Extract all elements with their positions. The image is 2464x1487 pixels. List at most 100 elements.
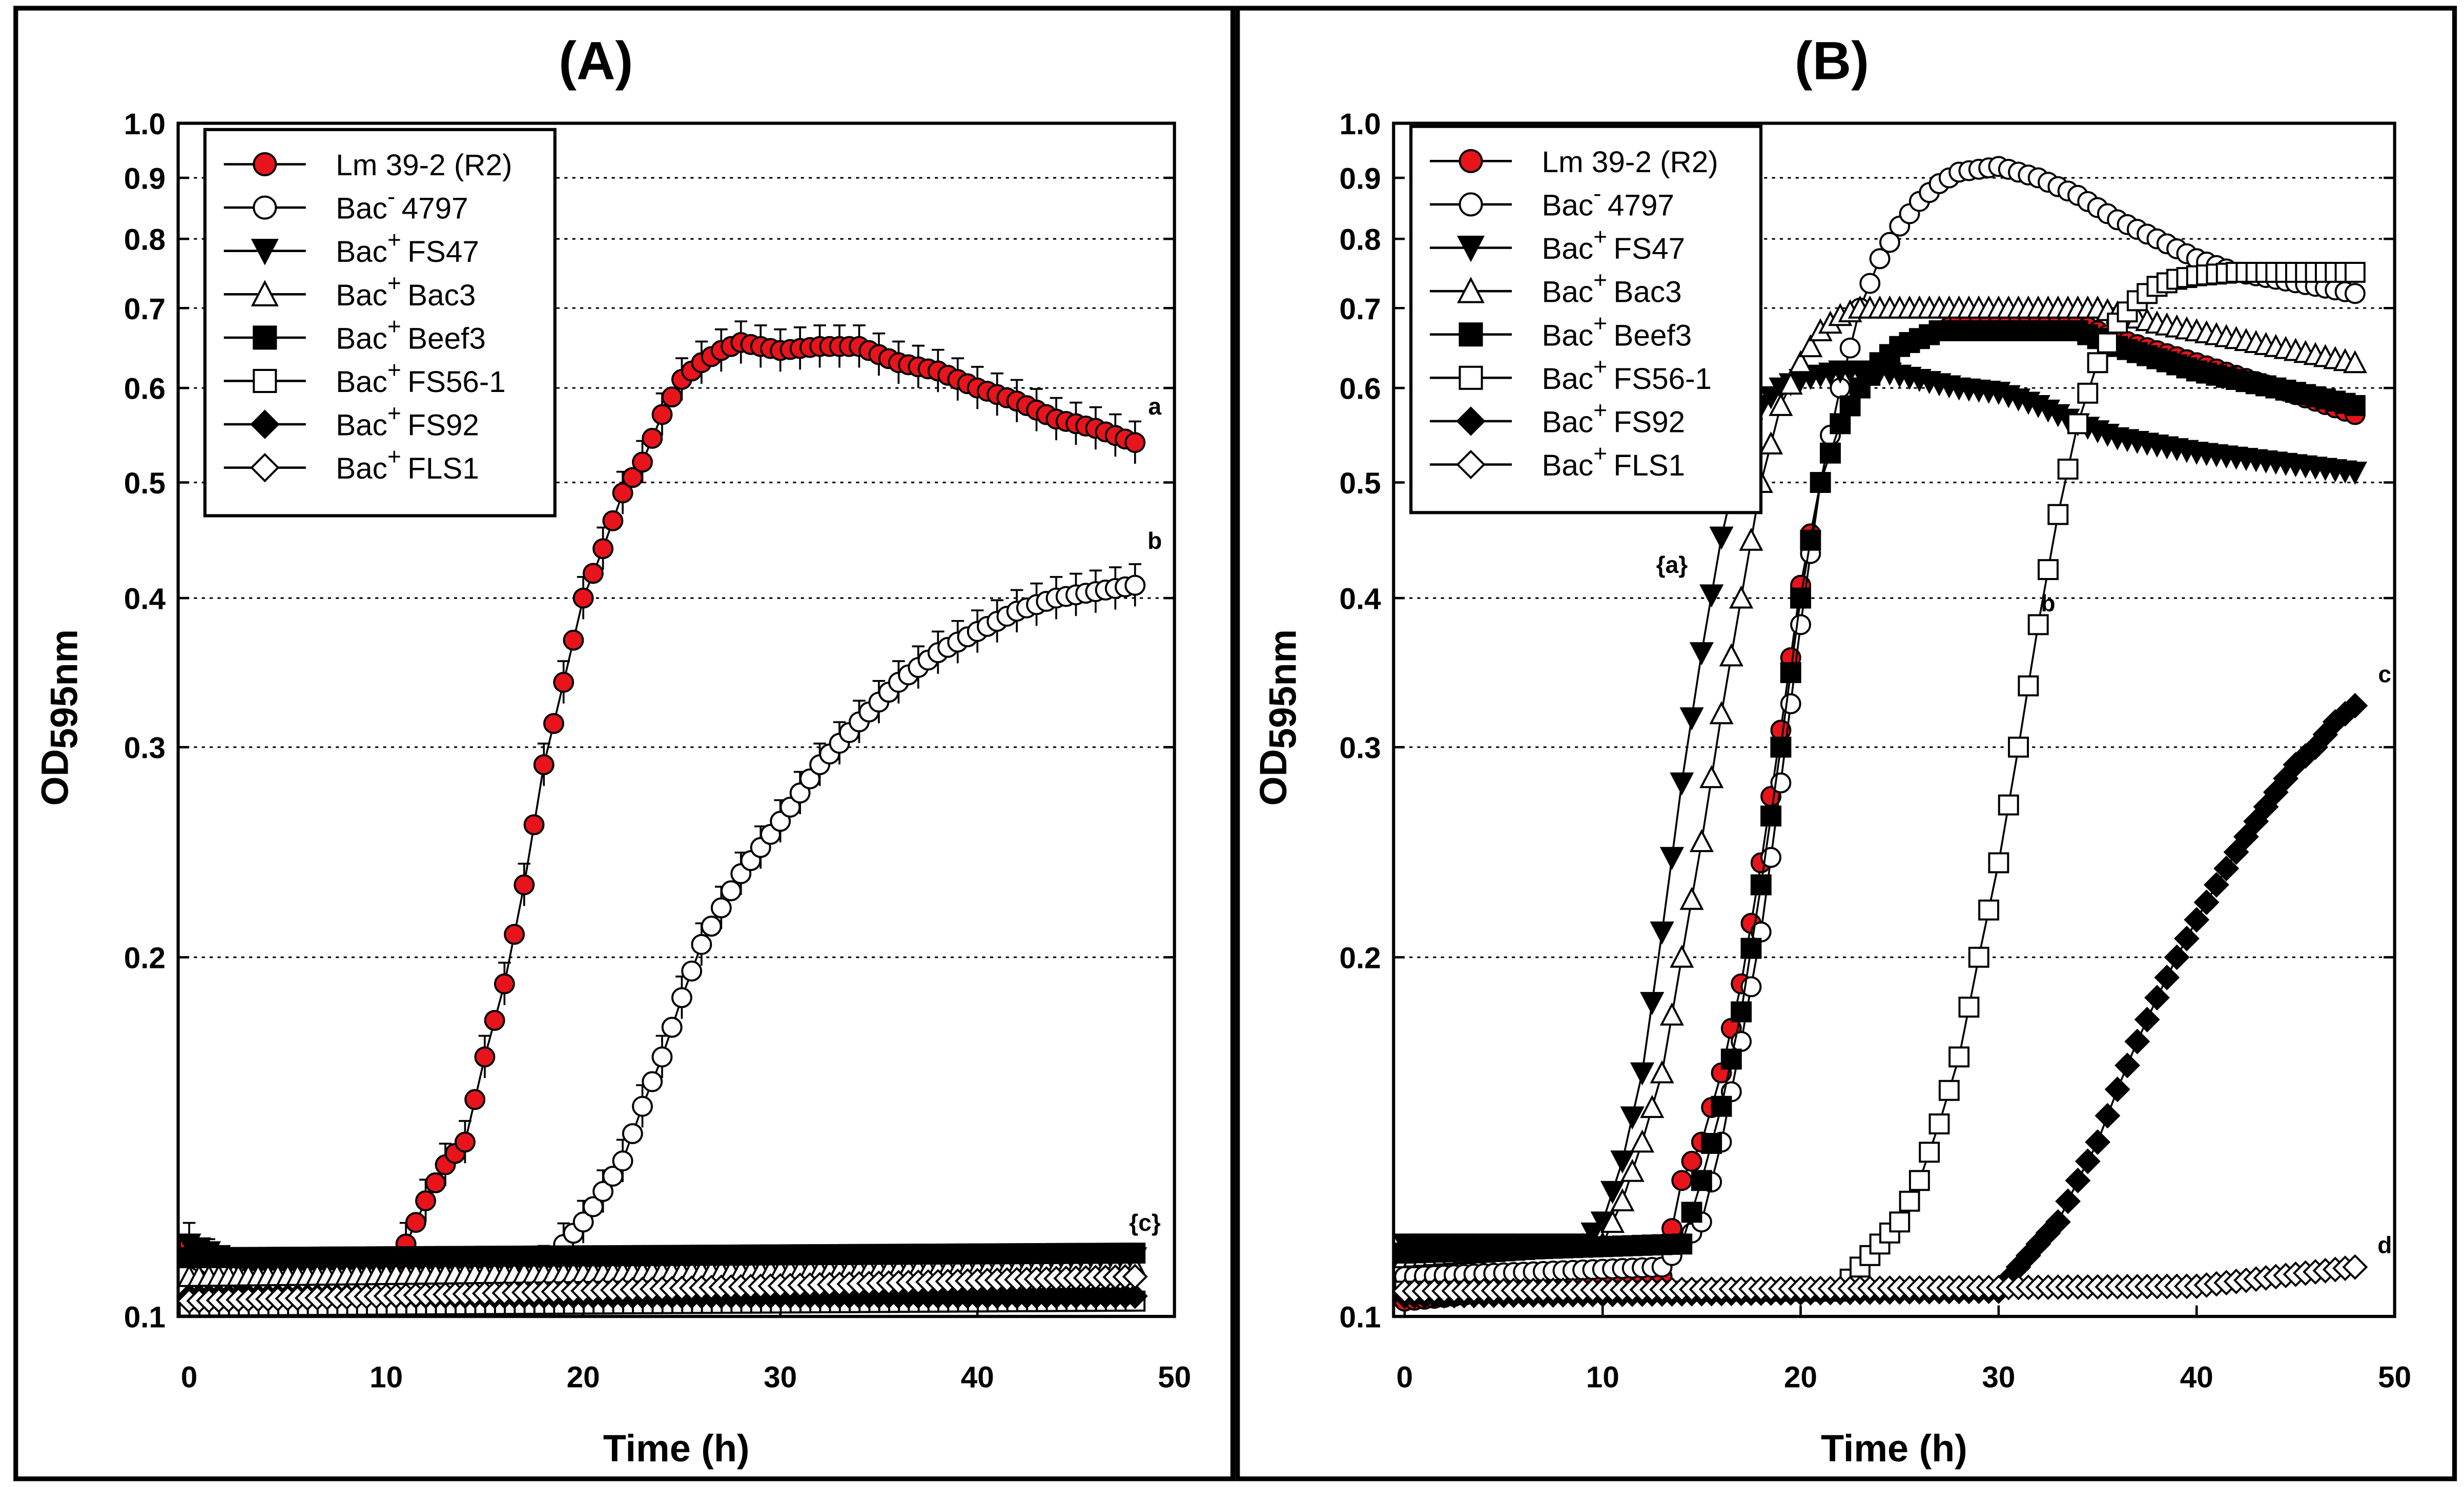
legend-marker-icon — [251, 280, 279, 306]
data-point — [651, 404, 673, 425]
x-tick-label: 20 — [1784, 1361, 1817, 1394]
data-point — [1630, 1062, 1655, 1086]
legend-label: Bac+ FS56-1 — [1542, 353, 1712, 396]
data-point — [455, 1131, 476, 1153]
data-point — [2057, 459, 2079, 480]
data-point — [1122, 1283, 1148, 1309]
data-point — [1709, 701, 1734, 725]
data-point — [2154, 964, 2180, 990]
data-point — [2045, 1209, 2071, 1235]
data-point — [1938, 1080, 1960, 1101]
series-bac-fls1 — [1391, 1254, 2368, 1304]
data-point — [2342, 1254, 2368, 1280]
data-point — [622, 1123, 643, 1144]
annotation: d — [2377, 1232, 2392, 1258]
y-axis-label: OD595nm — [33, 629, 85, 806]
legend-marker-icon — [1459, 192, 1483, 217]
data-point — [1124, 432, 1146, 453]
data-point — [563, 629, 584, 651]
x-tick-label: 40 — [961, 1361, 994, 1394]
series-bac-beef3 — [178, 1243, 1146, 1269]
data-point — [514, 874, 535, 896]
x-tick-label: 0 — [181, 1361, 198, 1394]
data-point — [691, 934, 712, 955]
data-point — [671, 987, 692, 1008]
data-point — [415, 1190, 437, 1211]
legend-marker-icon — [253, 152, 277, 177]
legend-marker-icon — [1456, 449, 1486, 480]
data-point — [2343, 350, 2367, 374]
data-point — [1760, 806, 1782, 827]
legend-item: Bac+ FS56-1 — [223, 356, 506, 399]
data-point — [2027, 614, 2049, 635]
data-point — [2144, 985, 2170, 1011]
data-point — [1919, 1142, 1940, 1163]
y-tick-label: 0.7 — [124, 293, 166, 326]
y-tick-label: 0.3 — [124, 732, 166, 765]
data-point — [2223, 839, 2249, 865]
data-point — [1600, 1181, 1625, 1204]
data-point — [1729, 585, 1754, 609]
data-point — [1659, 846, 1685, 870]
legend-item: Bac+ FS47 — [1430, 223, 1685, 265]
data-point — [612, 482, 633, 504]
data-point — [2164, 944, 2190, 970]
legend-marker-icon — [250, 453, 280, 483]
data-point — [1681, 1202, 1702, 1223]
data-point — [1731, 1001, 1752, 1023]
data-point — [1699, 765, 1724, 789]
data-point — [1670, 772, 1694, 796]
data-point — [1770, 736, 1792, 758]
data-point — [612, 1150, 633, 1172]
data-point — [622, 467, 643, 488]
panel-b: (B) 0.1 0.2 0.3 0.4 0.5 0.6 0.7 0.8 0.9 1.0 0 10 20 30… — [1252, 31, 2411, 1470]
legend-marker-icon — [1459, 365, 1483, 390]
y-tick-label: 1.0 — [124, 108, 166, 141]
data-point — [2085, 1129, 2111, 1155]
data-point — [2104, 1076, 2130, 1102]
data-point — [1899, 1190, 1920, 1212]
plot-area — [1392, 121, 2396, 1318]
data-point — [2344, 262, 2366, 283]
data-point — [632, 1096, 653, 1117]
data-point — [425, 1172, 446, 1193]
legend-item: Bac- 4797 — [223, 183, 468, 225]
data-point — [1859, 273, 1881, 294]
data-point — [1720, 1048, 1742, 1070]
data-point — [1948, 1046, 1970, 1068]
annotation: b — [1147, 527, 1162, 554]
data-point — [1998, 794, 2019, 816]
legend-label: Bac- 4797 — [336, 183, 468, 225]
data-point — [1820, 442, 1841, 464]
data-point — [642, 427, 663, 449]
series-line — [1404, 705, 2356, 1297]
legend-label: Bac+ FLS1 — [1542, 440, 1685, 482]
legend-item: Lm 39-2 (R2) — [223, 149, 512, 182]
data-point — [1124, 574, 1146, 596]
data-point — [1778, 371, 1803, 395]
data-point — [543, 713, 564, 734]
data-point — [582, 1196, 604, 1217]
series-line — [189, 584, 1136, 1292]
y-tick-label: 1.0 — [1339, 108, 1381, 141]
panel-title: (A) — [559, 31, 633, 91]
data-point — [1839, 337, 1861, 359]
legend-item: Lm 39-2 (R2) — [1430, 146, 1718, 179]
data-point — [464, 1089, 486, 1110]
series-bac-4797 — [178, 563, 1146, 1313]
data-point — [2095, 1103, 2121, 1129]
x-axis-label: Time (h) — [603, 1427, 750, 1470]
x-tick-label: 10 — [369, 1361, 403, 1394]
legend-item: Bac+ FS56-1 — [1430, 353, 1712, 396]
data-point — [2344, 283, 2366, 304]
data-point — [2077, 382, 2099, 404]
data-point — [1670, 944, 1694, 968]
data-point — [1691, 1170, 1712, 1191]
y-tick-label: 0.7 — [1339, 293, 1381, 326]
y-tick-label: 0.5 — [124, 467, 166, 500]
panel-a: (A) 0.1 0.2 0.3 0.4 0.5 0.6 0.7 0.8 0.9 1.0 0 10 20 30… — [33, 31, 1191, 1470]
data-point — [710, 897, 732, 919]
data-point — [1798, 334, 1823, 358]
y-tick-label: 0.4 — [1339, 583, 1381, 616]
